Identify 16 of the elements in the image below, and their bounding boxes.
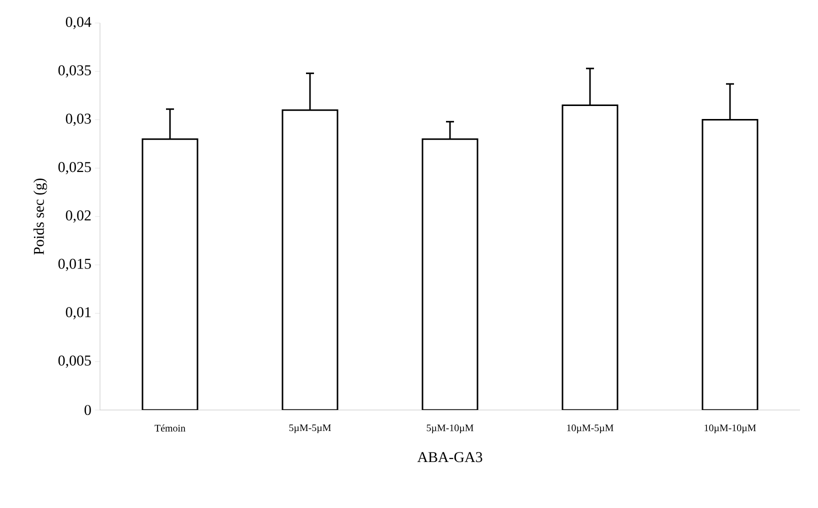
x-tick-label: 10µM-5µM xyxy=(567,424,614,434)
y-tick-label: 0,015 xyxy=(58,258,91,271)
y-tick-label: 0,04 xyxy=(66,16,92,30)
x-tick-label: 5µM-5µM xyxy=(289,424,331,434)
y-tick-label: 0,02 xyxy=(66,210,91,223)
y-tick-label: 0,035 xyxy=(58,65,91,78)
y-axis-title: Poids sec (g) xyxy=(33,178,48,255)
y-tick-label: 0,01 xyxy=(66,307,91,320)
y-tick-label: 0,03 xyxy=(66,114,91,126)
y-tick-label: 0 xyxy=(84,404,91,416)
y-tick-label: 0,005 xyxy=(58,356,91,368)
x-axis-title: ABA-GA3 xyxy=(417,452,482,462)
x-tick-label: Témoin xyxy=(154,424,186,432)
y-tick-label: 0,025 xyxy=(58,162,91,174)
x-tick-label: 10µM-10µM xyxy=(704,424,756,434)
x-tick-label: 5µM-10µM xyxy=(426,424,474,434)
